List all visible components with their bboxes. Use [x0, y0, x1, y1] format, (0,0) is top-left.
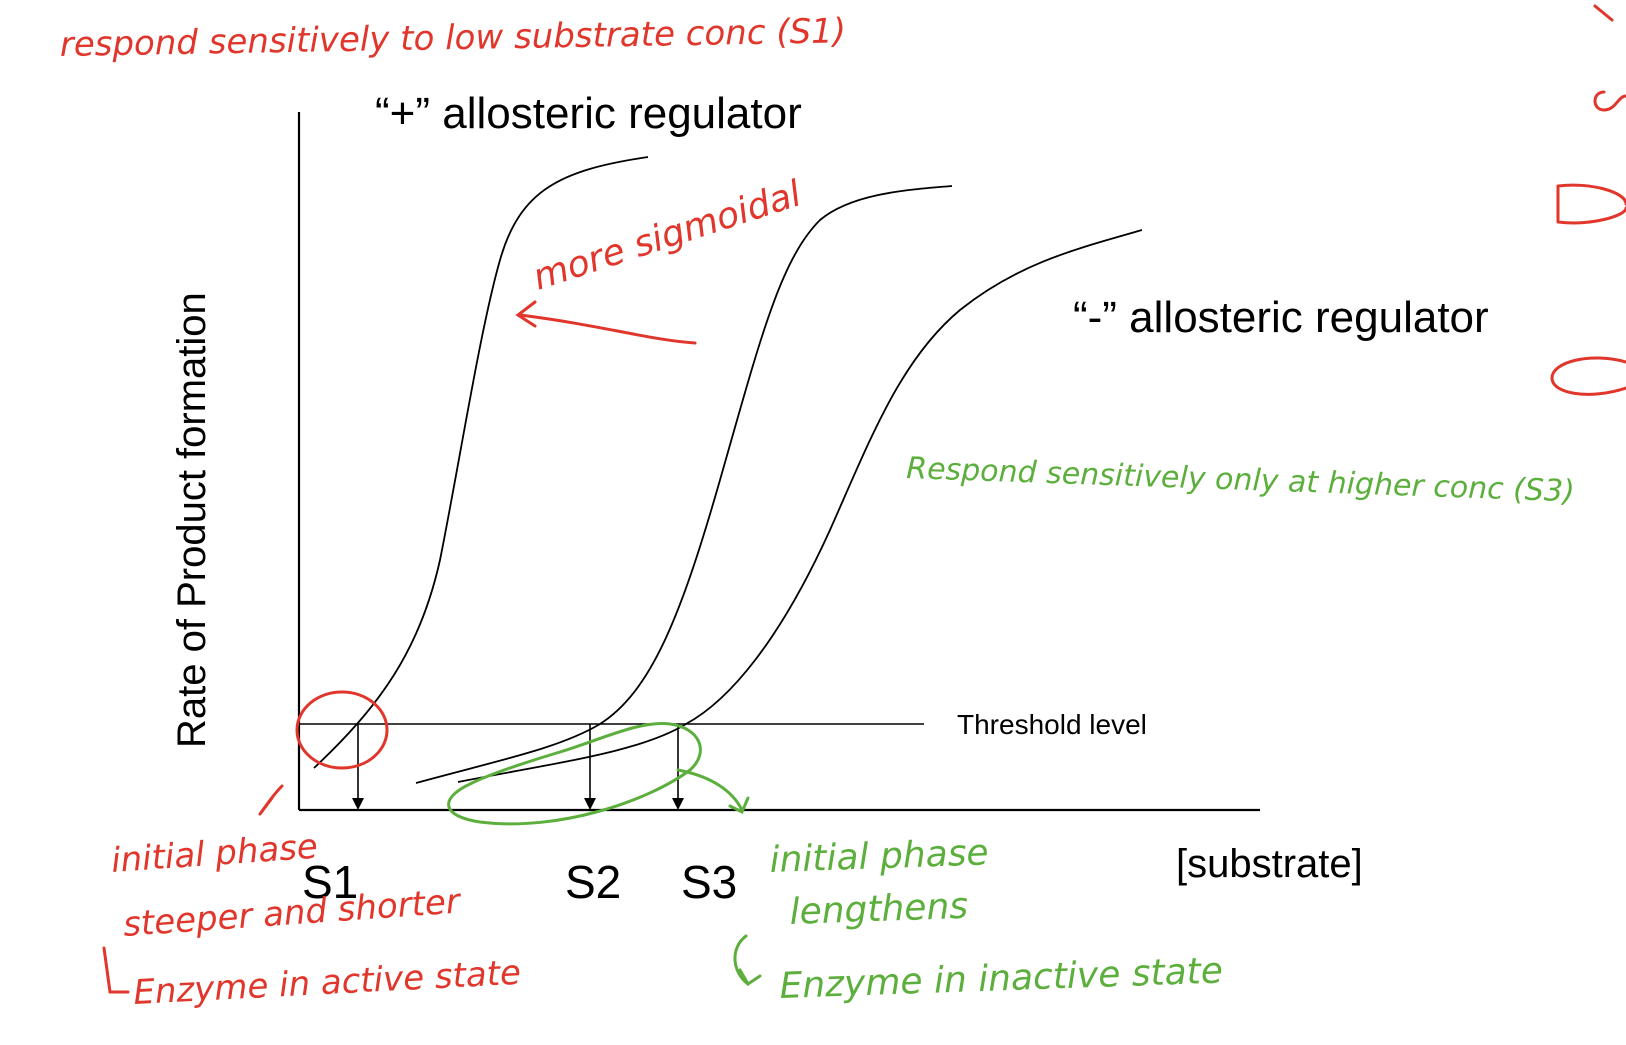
y-axis-label: Rate of Product formation: [170, 292, 214, 748]
s1-arrowhead: [352, 798, 364, 810]
annotation-green-inactive-state: Enzyme in inactive state: [779, 951, 1224, 1007]
threshold-label: Threshold level: [957, 709, 1147, 740]
curve-no-regulator: [415, 185, 953, 784]
plus-regulator-label: “+” allosteric regulator: [375, 89, 802, 138]
x-axis-label: [substrate]: [1176, 842, 1363, 886]
s2-arrowhead: [584, 798, 596, 810]
annotation-green-initial-phase: initial phase: [769, 832, 989, 881]
tick-s2: S2: [565, 856, 621, 908]
curve-plus-regulator: [313, 156, 649, 769]
curve-minus-regulator: [457, 229, 1143, 783]
annotation-green-lengthens: lengthens: [789, 886, 969, 933]
red-pointer-arrow: [258, 784, 284, 816]
annotation-red-top: respond sensitively to low substrate con…: [59, 11, 846, 65]
green-pointer-arrow: [676, 768, 750, 815]
sigmoidal-pointer-arrow: [515, 300, 697, 345]
tick-s1: S1: [302, 856, 358, 908]
green-bullet-arrow: [733, 934, 762, 987]
annotation-more-sigmoidal: more sigmoidal: [528, 173, 806, 298]
annotation-green-respond: Respond sensitively only at higher conc …: [906, 451, 1576, 509]
annotation-red-initial-phase: initial phase: [110, 827, 319, 881]
tick-s3: S3: [681, 856, 737, 908]
s3-arrowhead: [672, 798, 684, 810]
edge-mark-3: [1550, 356, 1626, 396]
minus-regulator-label: “-” allosteric regulator: [1073, 293, 1489, 342]
red-bullet-arrow: [102, 946, 130, 994]
red-circle-s1-initial-phase: [295, 690, 389, 770]
edge-mark-2: [1593, 90, 1626, 112]
edge-mark-d: [1556, 183, 1626, 225]
green-loop-initial-phase: [447, 721, 702, 826]
annotation-red-steeper: steeper and shorter: [122, 881, 463, 945]
annotation-red-active-state: Enzyme in active state: [132, 953, 521, 1013]
edge-mark-1: [1593, 4, 1614, 22]
